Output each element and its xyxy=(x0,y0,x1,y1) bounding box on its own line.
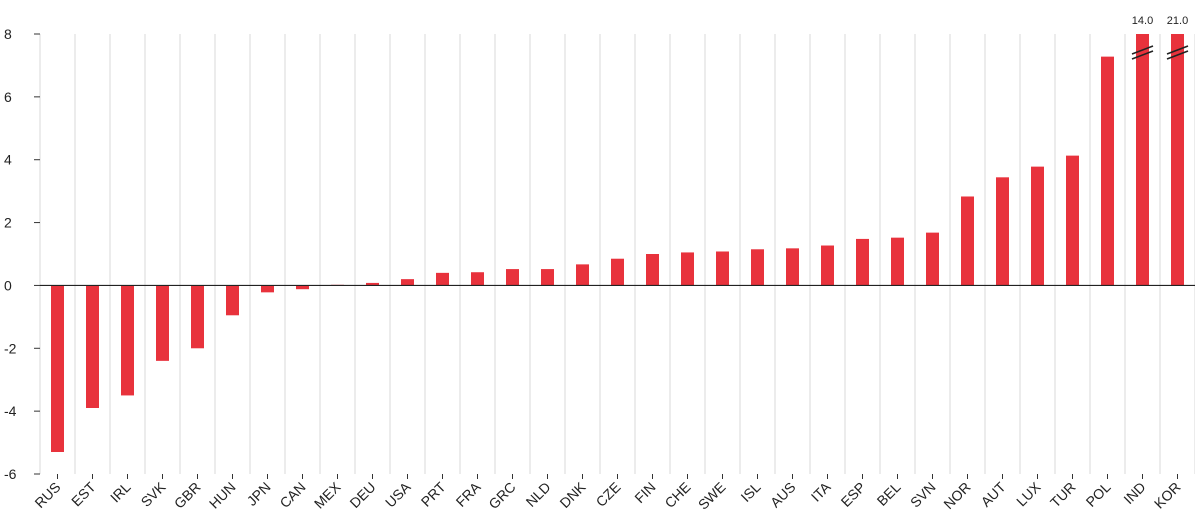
x-tick-label: CZE xyxy=(593,479,624,510)
x-tick-label: ITA xyxy=(808,478,834,504)
x-tick-label: GRC xyxy=(485,479,518,512)
x-tick-label: DEU xyxy=(346,479,378,511)
x-tick-label: HUN xyxy=(206,479,239,512)
x-tick-label: PRT xyxy=(418,478,449,509)
x-tick-label: AUS xyxy=(767,479,799,511)
x-tick-label: SWE xyxy=(695,479,729,513)
x-axis-ticks: RUS EST IRL SVK GBR HUN JPN CAN MEX DEU USA PRT FRA G… xyxy=(31,474,1184,513)
y-tick-label: -4 xyxy=(4,403,17,419)
x-tick-label: BEL xyxy=(874,479,904,509)
bar-aut xyxy=(996,177,1009,286)
bar-jpn xyxy=(261,285,274,293)
bar-fin xyxy=(646,254,659,286)
x-tick-label: LUX xyxy=(1013,478,1044,509)
x-tick-label: TUR xyxy=(1047,479,1079,511)
bar-isl xyxy=(751,249,764,286)
bar-aus xyxy=(786,248,799,286)
axis-break-mark xyxy=(1131,50,1154,60)
x-tick-label: IRL xyxy=(107,479,134,506)
bar-grc xyxy=(506,269,519,286)
x-tick-label: AUT xyxy=(978,478,1009,509)
x-tick-label: SVN xyxy=(907,479,939,511)
bar-usa xyxy=(401,279,414,286)
bar-nor xyxy=(961,196,974,286)
bar-ita xyxy=(821,245,834,286)
vertical-gridlines xyxy=(39,34,1195,474)
bar-tur xyxy=(1066,155,1079,286)
x-tick-label: RUS xyxy=(31,479,63,511)
bar-swe xyxy=(716,251,729,286)
bar-est xyxy=(86,285,99,408)
x-tick-label: IND xyxy=(1120,479,1148,507)
x-tick-label: CAN xyxy=(276,479,308,511)
y-tick-label: 0 xyxy=(4,277,12,293)
axis-break-mark xyxy=(1166,50,1189,60)
x-tick-label: ESP xyxy=(837,479,868,510)
x-tick-label: NOR xyxy=(940,479,973,512)
bar-dnk xyxy=(576,264,589,286)
bar-esp xyxy=(856,238,869,286)
x-tick-label: MEX xyxy=(311,478,344,511)
axis-break-mark xyxy=(1166,45,1189,55)
bars xyxy=(51,34,1189,452)
bar-che xyxy=(681,252,694,286)
x-tick-label: NLD xyxy=(522,479,553,510)
x-tick-label: FRA xyxy=(453,478,485,510)
x-tick-label: SVK xyxy=(137,478,169,510)
bar-deu xyxy=(366,282,379,286)
bar-svk xyxy=(156,285,169,361)
y-axis-ticks: 8 6 4 2 0 -2 -4 -6 xyxy=(4,26,40,482)
bar-rus xyxy=(51,285,64,452)
bar-nld xyxy=(541,269,554,286)
x-tick-label: JPN xyxy=(244,479,274,509)
y-tick-label: 4 xyxy=(4,152,12,168)
x-tick-label: EST xyxy=(68,478,99,509)
x-tick-label: CHE xyxy=(661,479,693,511)
x-tick-label: USA xyxy=(382,478,414,510)
bar-fra xyxy=(471,272,484,286)
y-tick-label: 6 xyxy=(4,89,12,105)
y-tick-label: 2 xyxy=(4,215,12,231)
bar-can xyxy=(296,285,309,290)
y-tick-label: 8 xyxy=(4,26,12,42)
data-labels: 14.0 21.0 xyxy=(1132,15,1188,27)
y-tick-label: -6 xyxy=(4,466,17,482)
bar-prt xyxy=(436,272,449,286)
axis-break-mark xyxy=(1131,45,1154,55)
x-tick-label: FIN xyxy=(631,479,658,506)
x-tick-label: DNK xyxy=(556,478,589,511)
y-tick-label: -2 xyxy=(4,340,17,356)
data-label-kor: 21.0 xyxy=(1167,15,1188,27)
bar-irl xyxy=(121,285,134,396)
bar-bel xyxy=(891,237,904,286)
bar-lux xyxy=(1031,166,1044,286)
x-tick-label: POL xyxy=(1082,479,1113,510)
bar-hun xyxy=(226,285,239,316)
x-tick-label: KOR xyxy=(1151,479,1184,512)
bar-pol xyxy=(1101,56,1114,286)
bar-ind xyxy=(1136,34,1149,286)
x-tick-label: ISL xyxy=(737,479,763,505)
x-tick-label: GBR xyxy=(171,479,204,512)
bar-kor xyxy=(1171,34,1184,286)
bar-gbr xyxy=(191,285,204,349)
data-label-ind: 14.0 xyxy=(1132,15,1153,27)
bar-cze xyxy=(611,258,624,286)
bar-svn xyxy=(926,232,939,286)
